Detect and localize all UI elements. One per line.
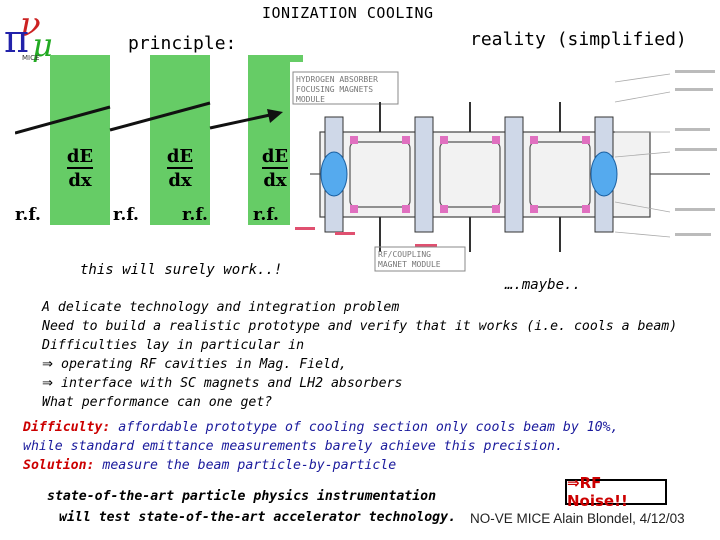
difficulty-label: Difficulty: (23, 420, 111, 435)
body-line-1: A delicate technology and integration pr… (42, 300, 400, 315)
absorber-block-2 (150, 55, 210, 225)
dedx-num-2: dE (167, 146, 193, 167)
momentum-arrow-3 (209, 113, 271, 130)
rf-label-4: r.f. (253, 205, 279, 225)
implies-icon: ⇒ (42, 376, 54, 391)
dedx-den-2: dx (168, 170, 192, 191)
difficulty-line-2: while standard emittance measurements ba… (23, 439, 563, 454)
comment-surely-work: this will surely work..! (80, 262, 283, 278)
momentum-arrow-1 (15, 105, 111, 135)
state-line-2: will test state-of-the-art accelerator t… (59, 510, 456, 525)
svg-text:μ: μ (32, 26, 53, 62)
page-title: IONIZATION COOLING (262, 4, 434, 22)
callout-rf: RF/COUPLING (378, 250, 431, 259)
principle-label: principle: (128, 33, 237, 54)
dedx-num-1: dE (67, 146, 93, 167)
logo-text: MICE (22, 54, 39, 62)
callout-magnet-module: MAGNET MODULE (378, 260, 441, 269)
principle-diagram: dE dx dE dx dE dx r.f. r.f. r.f. r.f. (15, 55, 303, 225)
difficulty-block: Difficulty: affordable prototype of cool… (23, 418, 618, 475)
body-question: What performance can one get? (42, 395, 273, 410)
body-line-2: Need to build a realistic prototype and … (42, 319, 678, 334)
callout-magnets: FOCUSING MAGNETS (296, 85, 373, 94)
engineering-drawing: HYDROGEN ABSORBER FOCUSING MAGNETS MODUL… (290, 62, 720, 274)
solution-text: measure the beam particle-by-particle (94, 458, 397, 473)
state-line-1: state-of-the-art particle physics instru… (47, 489, 437, 504)
svg-text:ν: ν (20, 5, 41, 45)
mice-logo: ν π μ MICE (4, 5, 53, 62)
absorber-block-1 (50, 55, 110, 225)
dedx-num-3: dE (262, 146, 288, 167)
state-of-art-block: state-of-the-art particle physics instru… (47, 486, 456, 528)
dedx-den-3: dx (263, 170, 287, 191)
callout-module: MODULE (296, 95, 325, 104)
footer: NO-VE MICE Alain Blondel, 4/12/03 (470, 511, 685, 526)
difficulty-text: affordable prototype of cooling section … (110, 420, 619, 435)
arrow-head (267, 109, 283, 123)
implies-icon: ⇒ (42, 357, 54, 372)
bullet-1: ⇒ operating RF cavities in Mag. Field, (42, 357, 347, 372)
rf-noise-box: ⇒RF Noise!! (565, 474, 667, 510)
body-text: A delicate technology and integration pr… (42, 298, 677, 412)
bullet-2: ⇒ interface with SC magnets and LH2 abso… (42, 376, 403, 391)
rf-label-3: r.f. (182, 205, 208, 225)
comment-maybe: ….maybe.. (505, 277, 581, 293)
callout-absorber: HYDROGEN ABSORBER (296, 75, 378, 84)
dedx-den-1: dx (68, 170, 92, 191)
reality-label: reality (simplified) (470, 29, 687, 50)
svg-text:π: π (4, 17, 29, 61)
rf-label-1: r.f. (15, 205, 41, 225)
solution-label: Solution: (23, 458, 95, 473)
rf-label-2: r.f. (113, 205, 139, 225)
momentum-arrow-2 (109, 101, 211, 132)
body-line-3: Difficulties lay in particular in (42, 338, 305, 353)
